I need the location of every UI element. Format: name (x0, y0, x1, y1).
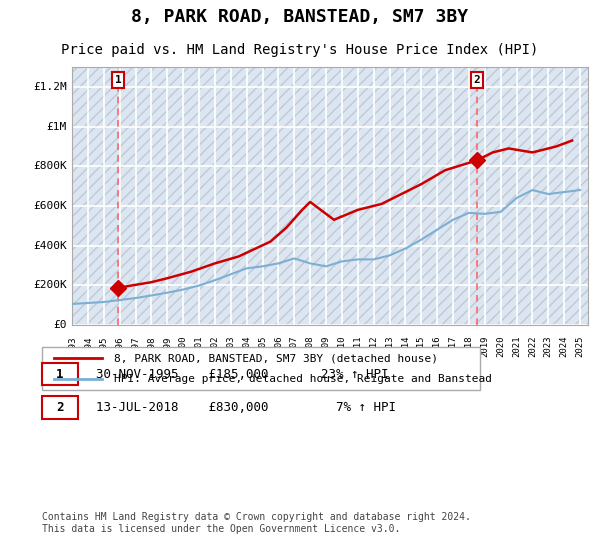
Text: 2023: 2023 (544, 335, 553, 357)
Text: 2022: 2022 (528, 335, 537, 357)
FancyBboxPatch shape (42, 347, 480, 390)
Text: 2025: 2025 (575, 335, 584, 357)
Text: 2009: 2009 (322, 335, 331, 357)
Text: 2020: 2020 (496, 335, 505, 357)
Text: 2006: 2006 (274, 335, 283, 357)
Text: 2024: 2024 (560, 335, 569, 357)
Text: 2001: 2001 (194, 335, 203, 357)
Text: 2013: 2013 (385, 335, 394, 357)
Text: 1999: 1999 (163, 335, 172, 357)
Text: 2: 2 (473, 75, 480, 85)
Text: 2002: 2002 (211, 335, 220, 357)
Text: 1994: 1994 (83, 335, 92, 357)
Text: 2019: 2019 (480, 335, 489, 357)
Text: 1995: 1995 (99, 335, 108, 357)
Text: 2005: 2005 (258, 335, 267, 357)
Text: 2016: 2016 (433, 335, 442, 357)
Text: 30-NOV-1995    £185,000       23% ↑ HPI: 30-NOV-1995 £185,000 23% ↑ HPI (96, 367, 389, 381)
FancyBboxPatch shape (42, 396, 78, 419)
Text: £200K: £200K (33, 280, 67, 290)
Text: 13-JUL-2018    £830,000         7% ↑ HPI: 13-JUL-2018 £830,000 7% ↑ HPI (96, 401, 396, 414)
Text: £800K: £800K (33, 161, 67, 171)
Text: 1: 1 (56, 367, 64, 381)
Text: 2015: 2015 (417, 335, 426, 357)
Text: 2021: 2021 (512, 335, 521, 357)
Text: Contains HM Land Registry data © Crown copyright and database right 2024.
This d: Contains HM Land Registry data © Crown c… (42, 512, 471, 534)
FancyBboxPatch shape (42, 363, 78, 385)
Text: £400K: £400K (33, 241, 67, 250)
Text: 2011: 2011 (353, 335, 362, 357)
Text: 2004: 2004 (242, 335, 251, 357)
Text: £1M: £1M (47, 122, 67, 132)
Text: 1997: 1997 (131, 335, 140, 357)
Text: 1: 1 (115, 75, 121, 85)
Text: 2000: 2000 (179, 335, 188, 357)
Text: Price paid vs. HM Land Registry's House Price Index (HPI): Price paid vs. HM Land Registry's House … (61, 44, 539, 58)
Text: 2012: 2012 (369, 335, 378, 357)
Text: 2003: 2003 (226, 335, 235, 357)
Text: £600K: £600K (33, 201, 67, 211)
Text: 1993: 1993 (67, 335, 77, 357)
Text: £0: £0 (53, 320, 67, 330)
Text: HPI: Average price, detached house, Reigate and Banstead: HPI: Average price, detached house, Reig… (114, 374, 492, 384)
Text: 8, PARK ROAD, BANSTEAD, SM7 3BY: 8, PARK ROAD, BANSTEAD, SM7 3BY (131, 8, 469, 26)
Text: 1996: 1996 (115, 335, 124, 357)
Text: 2007: 2007 (290, 335, 299, 357)
Text: 2008: 2008 (305, 335, 314, 357)
Text: 1998: 1998 (147, 335, 156, 357)
Text: 2010: 2010 (337, 335, 346, 357)
Text: 2017: 2017 (449, 335, 458, 357)
Text: 2018: 2018 (464, 335, 473, 357)
Text: 2: 2 (56, 401, 64, 414)
Text: 8, PARK ROAD, BANSTEAD, SM7 3BY (detached house): 8, PARK ROAD, BANSTEAD, SM7 3BY (detache… (114, 353, 438, 363)
Text: £1.2M: £1.2M (33, 82, 67, 92)
Text: 2014: 2014 (401, 335, 410, 357)
